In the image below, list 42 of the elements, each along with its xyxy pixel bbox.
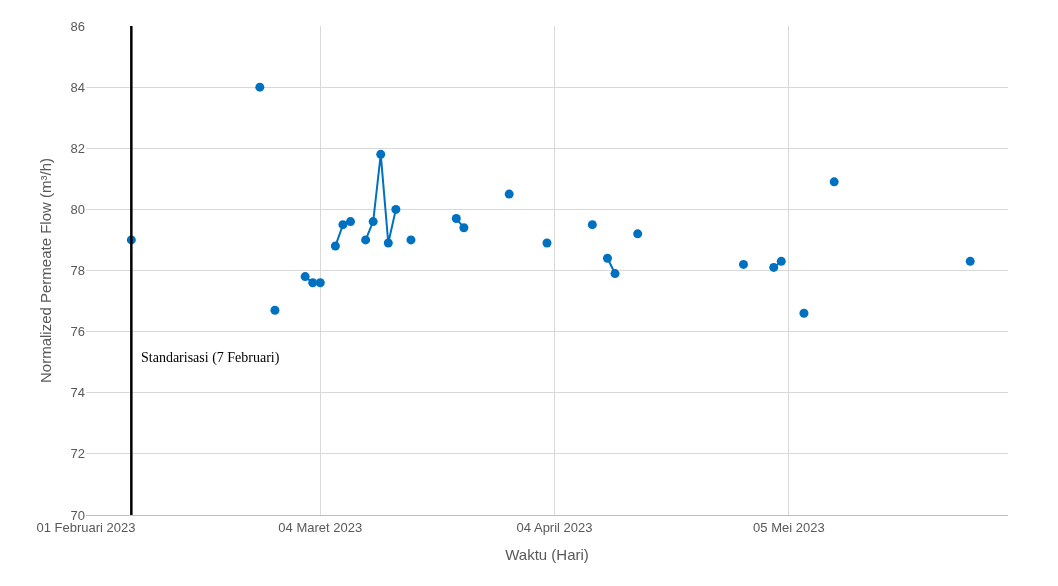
point <box>451 214 461 224</box>
point <box>270 305 280 315</box>
point <box>330 241 340 251</box>
y-tick-label: 84 <box>70 79 85 95</box>
point <box>346 217 356 227</box>
point <box>633 229 643 239</box>
point <box>315 278 325 288</box>
point <box>769 262 779 272</box>
point <box>799 308 809 318</box>
point <box>587 220 597 230</box>
y-tick-label: 82 <box>70 140 85 156</box>
x-axis-title: Waktu (Hari) <box>505 545 589 563</box>
y-axis-title: Normalized Permeate Flow (m³/h) <box>36 157 54 384</box>
y-tick-label: 78 <box>70 263 85 279</box>
point <box>738 259 748 269</box>
point <box>504 189 514 199</box>
point <box>406 235 416 245</box>
point <box>776 256 786 266</box>
x-tick-label: 04 April 2023 <box>516 519 593 535</box>
point <box>383 238 393 248</box>
ref-line-label: Standarisasi (7 Februari) <box>141 350 280 366</box>
point <box>602 253 612 263</box>
point <box>300 272 310 282</box>
point <box>255 82 265 92</box>
point <box>965 256 975 266</box>
point <box>361 235 371 245</box>
point <box>542 238 552 248</box>
y-tick-label: 74 <box>70 385 85 401</box>
y-tick-label: 76 <box>70 324 85 340</box>
y-tick-label: 72 <box>70 446 85 462</box>
point <box>459 223 469 233</box>
point <box>376 149 386 159</box>
y-tick-label: 80 <box>70 201 85 217</box>
point <box>829 177 839 187</box>
point <box>391 204 401 214</box>
point <box>308 278 318 288</box>
y-tick-label: 86 <box>70 18 85 34</box>
x-tick-label: 04 Maret 2023 <box>278 519 363 535</box>
point <box>338 220 348 230</box>
point <box>368 217 378 227</box>
point <box>610 269 620 279</box>
x-tick-label: 05 Mei 2023 <box>753 519 825 535</box>
